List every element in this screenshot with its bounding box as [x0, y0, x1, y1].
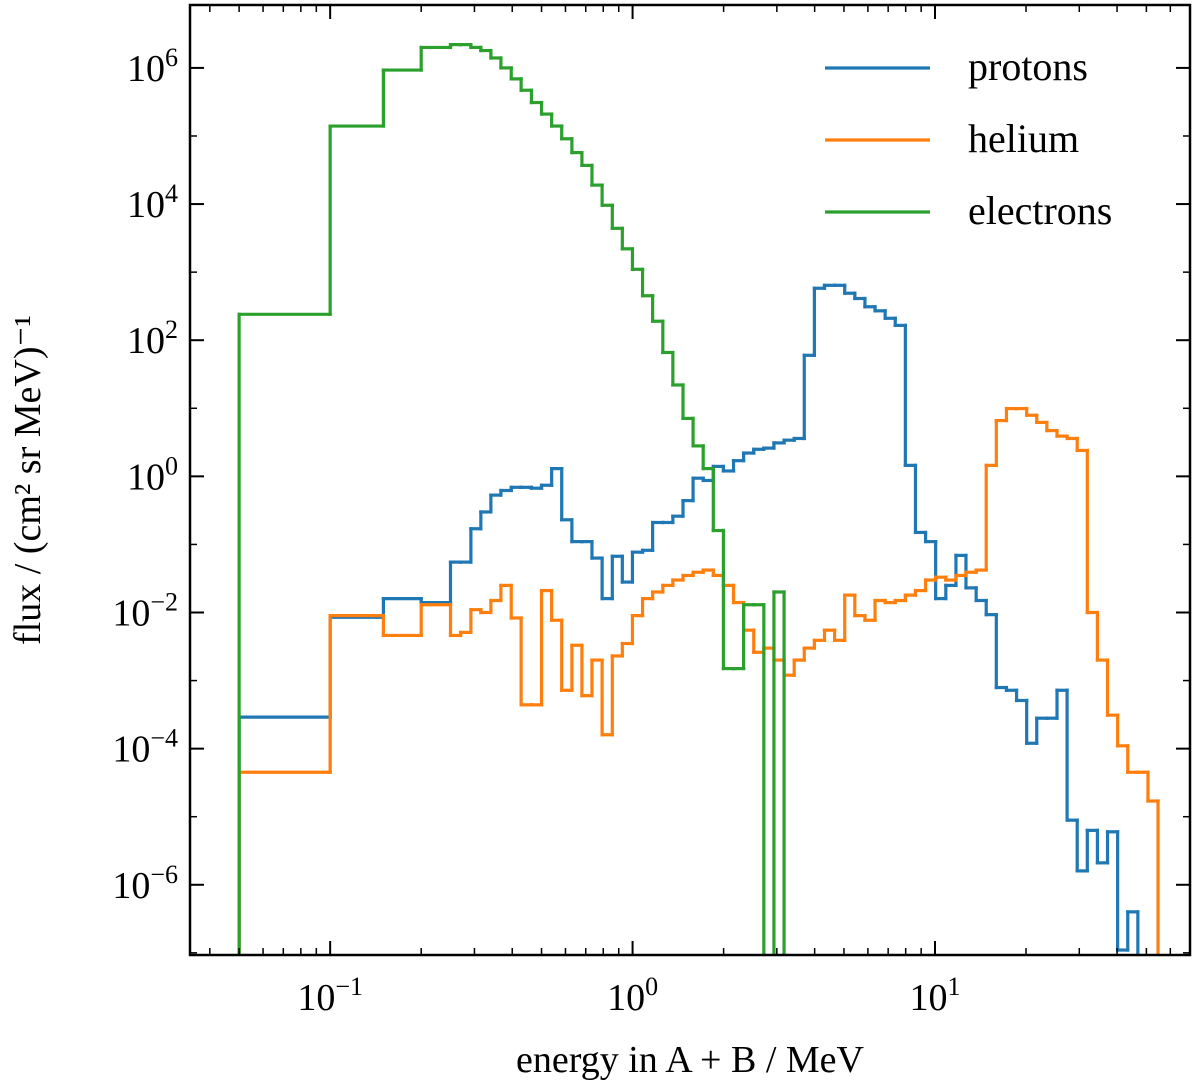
plot-area — [237, 43, 1160, 955]
y-tick-label: 106 — [127, 43, 178, 90]
y-tick-label: 10−6 — [112, 860, 178, 907]
x-axis-label: energy in A + B / MeV — [516, 1039, 864, 1081]
legend-label: helium — [968, 116, 1079, 161]
y-tick-label: 102 — [127, 315, 178, 362]
legend-label: protons — [968, 44, 1088, 89]
x-tick-label: 101 — [909, 972, 960, 1019]
y-tick-label: 100 — [127, 451, 178, 498]
y-tick-label: 104 — [127, 179, 178, 226]
y-axis-label: flux / (cm² sr MeV)⁻¹ — [7, 315, 49, 645]
plot-frame — [188, 3, 1192, 957]
x-tick-label: 10−1 — [297, 972, 363, 1019]
y-tick-label: 10−4 — [112, 724, 178, 771]
y-tick-label: 10−2 — [112, 587, 178, 634]
legend-label: electrons — [968, 188, 1112, 233]
x-tick-label: 100 — [607, 972, 658, 1019]
